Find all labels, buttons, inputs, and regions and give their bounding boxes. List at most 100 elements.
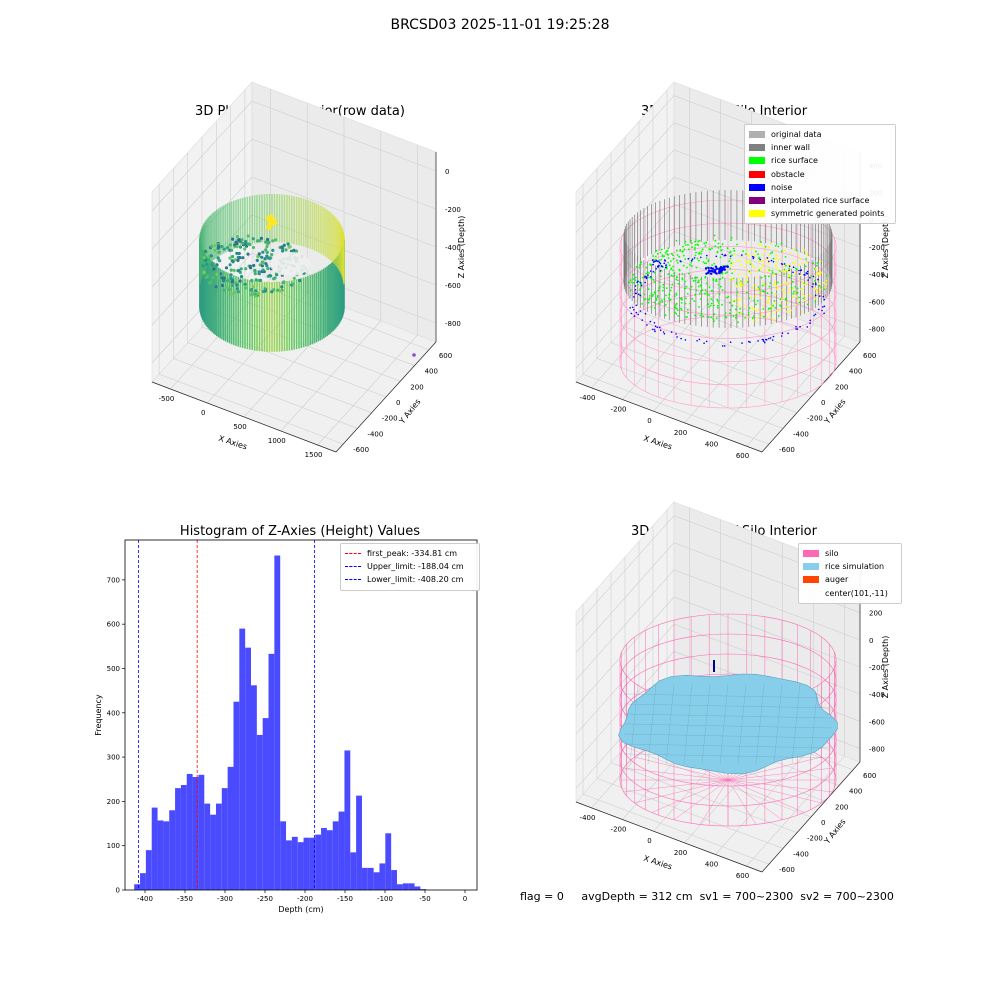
- rice-surface-point: [721, 303, 723, 306]
- rice-surface-point: [667, 297, 670, 300]
- surface-mesh-line: [623, 723, 833, 729]
- rice-surface-point: [816, 262, 819, 264]
- scatter-point: [203, 249, 208, 253]
- rice-surface-point: [797, 299, 799, 302]
- scatter-point: [280, 285, 284, 289]
- rice-surface-point: [773, 312, 776, 315]
- scatter-point: [286, 242, 290, 246]
- noise-point: [638, 293, 640, 296]
- x-tick-label: 200: [674, 849, 687, 857]
- scatter-point: [261, 260, 265, 264]
- silo-floor-line: [727, 779, 822, 804]
- rice-surface-point: [680, 307, 682, 310]
- rice-surface-point: [745, 277, 748, 279]
- histogram-bar: [215, 803, 222, 890]
- rice-surface-point: [817, 283, 820, 285]
- surface-mesh-line: [719, 683, 729, 765]
- histogram-legend: first_peak: -334.81 cm Upper_limit: -188…: [340, 543, 480, 591]
- surface-mesh-line: [623, 713, 833, 719]
- rice-surface-point: [818, 285, 821, 287]
- rice-surface-point: [714, 245, 717, 248]
- rice-surface-point: [710, 302, 713, 305]
- x-tick-label: 0: [647, 837, 651, 845]
- noise-point: [637, 313, 639, 316]
- rice-surface-point: [825, 279, 828, 282]
- rice-surface-point: [675, 312, 678, 315]
- rice-surface-point: [677, 279, 679, 282]
- rice-surface-point: [711, 290, 714, 292]
- rice-surface-point: [664, 304, 667, 306]
- rice-surface-point: [756, 276, 759, 279]
- rice-surface-point: [659, 251, 662, 254]
- scatter-point: [228, 263, 232, 267]
- surface-mesh-line: [623, 753, 833, 759]
- x-tick-label: 500: [233, 423, 246, 431]
- histogram-bar: [239, 628, 246, 890]
- rice-surface-point: [682, 254, 685, 257]
- noise-point: [721, 253, 723, 256]
- rice-surface-point: [763, 246, 766, 249]
- rice-surface-point: [653, 281, 656, 283]
- histogram-bar: [356, 795, 362, 890]
- rice-surface-point: [754, 295, 757, 298]
- rice-surface-point: [804, 297, 807, 300]
- scatter-point: [241, 241, 245, 245]
- rice-surface-point: [762, 305, 765, 308]
- y-tick-label: 200: [835, 803, 848, 811]
- rice-surface-point: [777, 245, 780, 248]
- rice-surface-point: [671, 283, 674, 286]
- rice-surface-point: [731, 304, 734, 307]
- rice-surface-point: [704, 276, 707, 279]
- histogram-bar: [332, 821, 339, 890]
- histogram-bar: [391, 870, 397, 890]
- rice-surface-point: [631, 281, 633, 284]
- scatter-point: [257, 252, 261, 256]
- noise-point: [805, 272, 808, 274]
- rice-surface-point: [794, 260, 797, 263]
- legend-swatch: [803, 550, 819, 558]
- rice-surface-point: [707, 303, 710, 306]
- noise-point: [768, 337, 770, 340]
- rice-surface-point: [762, 308, 765, 310]
- rice-surface-point: [768, 246, 770, 249]
- noise-point: [639, 282, 642, 284]
- silo-floor-line: [651, 779, 729, 813]
- rice-surface-point: [801, 293, 804, 296]
- rice-surface-point: [706, 291, 708, 293]
- z-tick-label: -800: [869, 745, 885, 753]
- legend-entry-upper-limit: Upper_limit: -188.04 cm: [345, 560, 475, 573]
- scatter-point: [260, 264, 264, 268]
- scatter-point: [240, 238, 244, 242]
- rice-surface-point: [757, 253, 759, 256]
- z-axis-label: Z Axies (Depth): [881, 636, 890, 699]
- rice-surface-point: [676, 254, 679, 256]
- rice-surface-point: [779, 298, 782, 301]
- rice-surface-point: [686, 266, 688, 269]
- rice-surface-point: [764, 249, 767, 252]
- y-tick-label: 0: [821, 399, 825, 407]
- histogram-bar: [385, 833, 392, 890]
- y-axis-line: [761, 761, 861, 873]
- surface-mesh-line: [737, 683, 747, 765]
- grid-line: [151, 252, 437, 364]
- rice-surface-point: [734, 299, 737, 301]
- rice-surface-point: [721, 243, 724, 246]
- rice-surface-point: [788, 275, 791, 278]
- noise-point: [654, 330, 656, 333]
- rice-surface-point: [697, 279, 700, 282]
- rice-surface-point: [670, 286, 673, 289]
- rice-surface-point: [819, 260, 822, 262]
- noise-point: [670, 331, 673, 333]
- rice-surface-point: [739, 281, 741, 284]
- scatter-point: [273, 238, 277, 242]
- rice-surface-point: [676, 309, 679, 311]
- rice-surface-point: [771, 317, 773, 320]
- rice-surface-point: [663, 297, 666, 300]
- x-tick-label: -400: [580, 394, 596, 402]
- scatter-point: [273, 276, 277, 280]
- rice-surface-point: [812, 262, 815, 264]
- rice-surface-point: [655, 299, 658, 301]
- noise-point: [809, 319, 811, 322]
- rice-surface-point: [668, 264, 671, 267]
- rice-surface-point: [796, 287, 799, 290]
